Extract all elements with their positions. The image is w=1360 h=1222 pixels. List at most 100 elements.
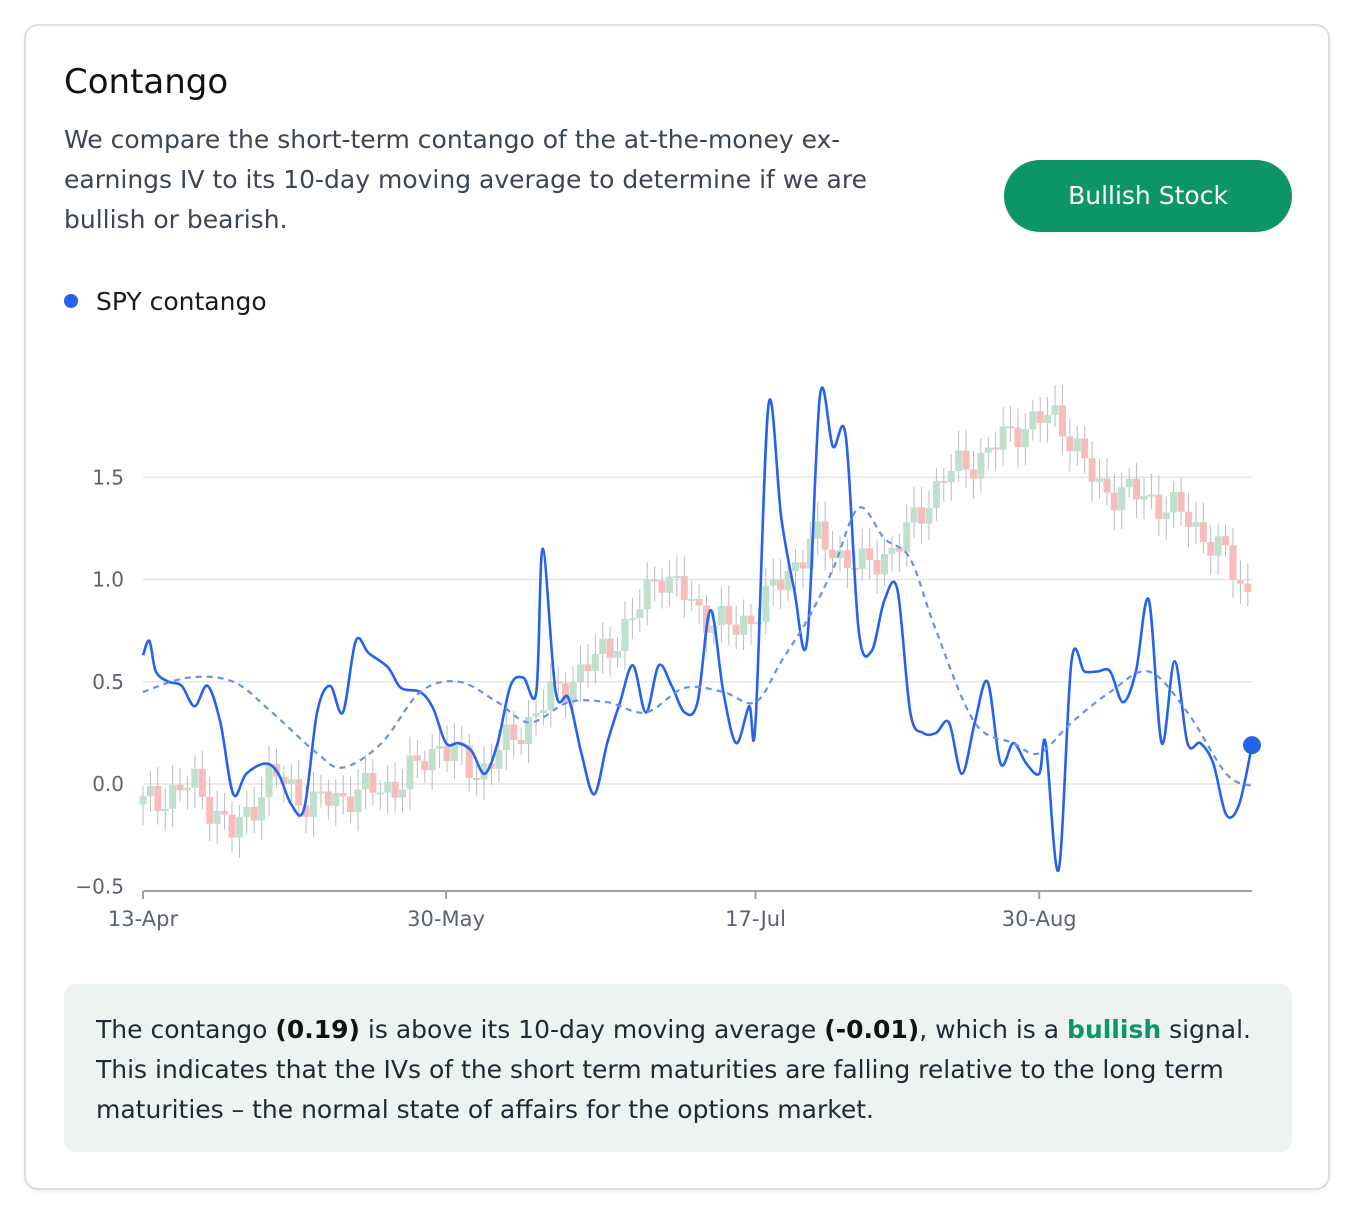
candle-body [495,750,503,769]
candle-body [1125,478,1133,488]
candle-body [525,717,533,745]
contango-line [141,386,1254,873]
candle-body [399,789,407,798]
candle-body [932,480,940,509]
candle-body [1066,436,1074,452]
y-tick-label: −0.5 [75,874,124,898]
candle-body [1051,405,1059,416]
signal-word: bullish [1067,1015,1162,1044]
candle-body [880,553,888,575]
candle-body [695,599,703,606]
candle-body [258,797,266,821]
candle-body [569,682,577,703]
candle-body [1222,536,1230,546]
candle-body [977,452,985,479]
candle-body [1088,458,1096,482]
candle-body [947,471,955,482]
y-tick-label: 1.0 [92,568,124,592]
candle-body [169,784,177,809]
candle-body [688,599,696,602]
chart-legend[interactable]: SPY contango [64,284,267,318]
candle-body [473,777,481,780]
candle-body [428,749,436,771]
candle-body [955,450,963,472]
candle-body [962,450,970,470]
candle-body [1147,494,1155,497]
candle-body [1207,542,1215,556]
candle-body [1236,580,1244,584]
candle-body [235,816,243,838]
summary-text-4: signal. This indicates that the IVs of t… [96,1015,1251,1124]
bullish-stock-button[interactable]: Bullish Stock [1004,160,1292,232]
candle-body [250,806,258,821]
candle-body [183,787,191,791]
candle-body [287,779,295,785]
candle-body [510,724,518,740]
candle-body [436,745,444,750]
legend-label: SPY contango [96,286,267,316]
contango-value: (0.19) [275,1015,360,1044]
candle-body [576,664,584,683]
candle-body [1014,427,1022,448]
candle-body [599,638,607,655]
legend-dot-icon [64,294,78,308]
candle-body [361,772,369,790]
candle-body [1177,492,1185,512]
candle-body [636,609,644,619]
candle-body [221,810,229,815]
candle-body [406,755,414,790]
candle-body [339,792,347,797]
candle-body [347,796,355,813]
y-tick-label: 1.5 [92,465,124,489]
candle-body [1118,487,1126,511]
candle-body [628,618,636,621]
candle-body [821,521,829,550]
candle-body [480,763,488,780]
candle-body [717,605,725,626]
candle-body [680,576,688,601]
candle-body [784,571,792,591]
candle-body [1199,522,1207,543]
candle-body [814,521,822,539]
candle-body [228,814,236,838]
candle-body [487,763,495,769]
y-tick-label: 0.0 [92,772,124,796]
candle-body [213,810,221,824]
candle-body [992,447,1000,450]
candle-body [1007,426,1015,429]
candle-body [725,605,733,625]
candle-body [1029,411,1037,430]
candle-body [836,550,844,559]
candle-body [866,548,874,561]
x-tick-label: 17-Jul [725,907,786,931]
candle-body [1192,522,1200,527]
candle-body [658,580,666,593]
candle-body [1073,438,1081,452]
candle-body [376,792,384,795]
candle-body [310,791,318,817]
candle-body [747,615,755,625]
candle-body [614,650,622,658]
candle-body [1096,478,1104,482]
candle-body [465,745,473,778]
candle-body [806,538,814,569]
candle-body [1081,438,1089,459]
candle-body [243,806,251,817]
candle-body [969,469,977,479]
candle-body [1244,583,1252,592]
candle-body [1155,494,1163,520]
candle-body [562,683,570,703]
candle-body [517,739,525,745]
x-tick-label: 30-Aug [1002,907,1077,931]
moving-average-line [142,506,1253,788]
candle-body [769,579,777,586]
candle-body [139,796,147,805]
candle-body [280,776,288,785]
candle-body [621,618,629,651]
candle-body [1110,492,1118,511]
candle-body [547,681,555,711]
candle-body [324,791,332,806]
candle-body [665,576,673,593]
candle-body [591,654,599,672]
candle-body [539,710,547,714]
